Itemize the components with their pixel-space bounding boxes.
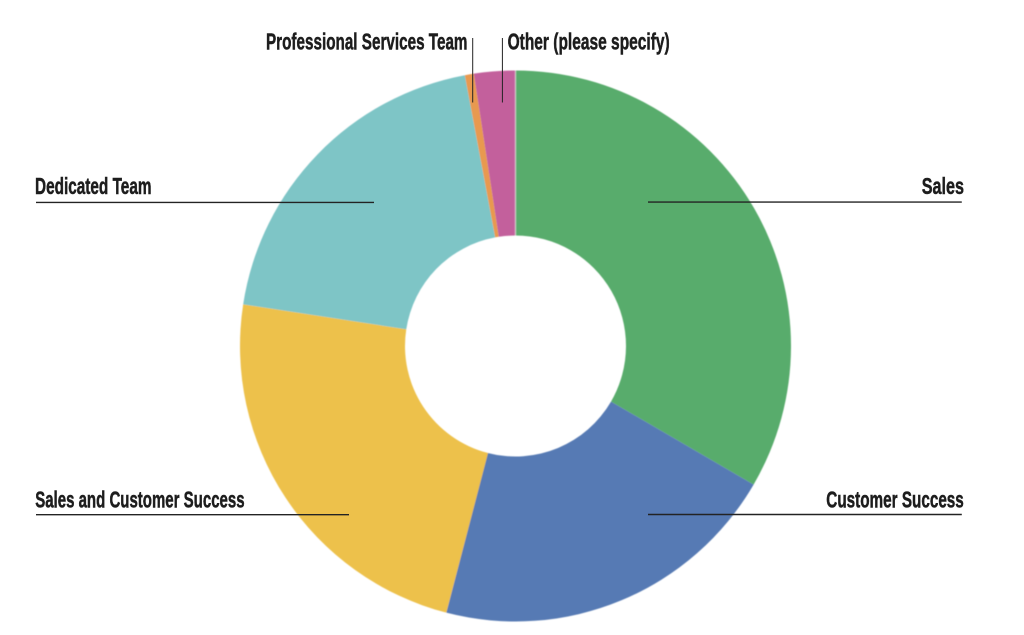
svg-text:Other (please specify): Other (please specify) xyxy=(508,29,670,55)
svg-text:Dedicated Team: Dedicated Team xyxy=(35,173,152,199)
svg-text:Sales and Customer Success: Sales and Customer Success xyxy=(35,486,244,512)
svg-text:Customer Success: Customer Success xyxy=(826,486,964,512)
svg-text:Professional Services Team: Professional Services Team xyxy=(266,29,468,55)
svg-text:Sales: Sales xyxy=(922,173,964,199)
